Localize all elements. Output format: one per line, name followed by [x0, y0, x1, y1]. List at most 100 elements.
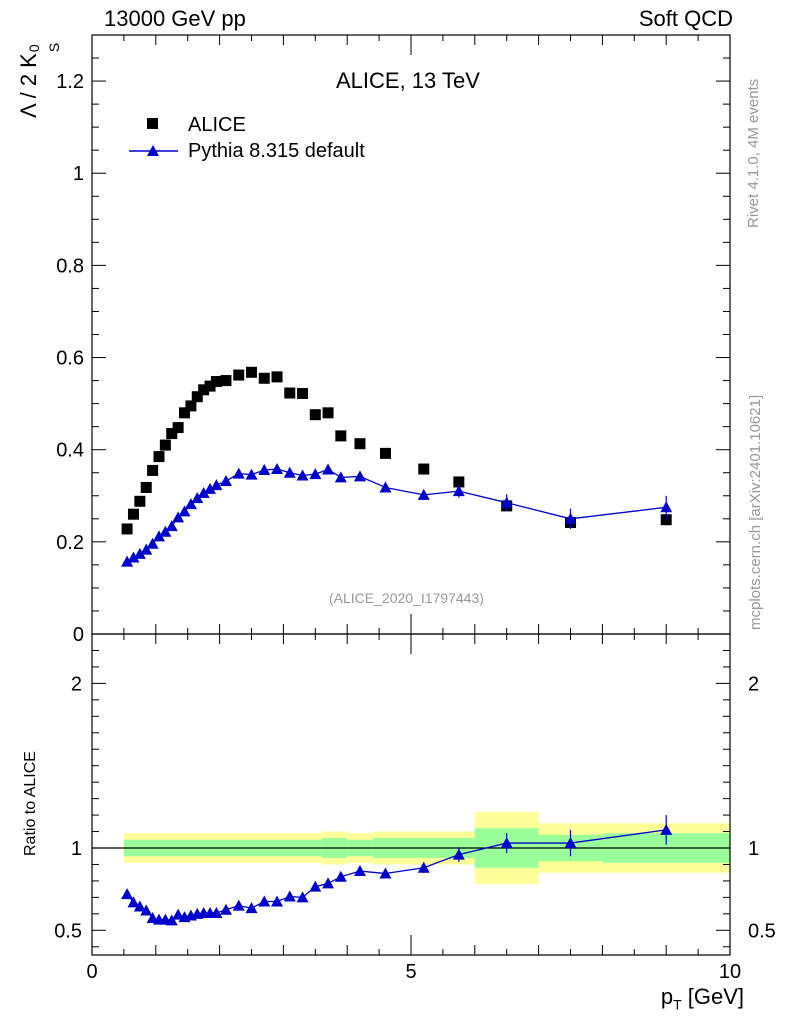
alice-point: [147, 464, 159, 476]
pythia-point: [146, 537, 159, 549]
alice-point: [179, 407, 191, 419]
ratio-point: [271, 895, 284, 907]
main-y-axis-label-sub: S: [46, 42, 62, 53]
alice-point: [159, 439, 171, 451]
main-y-tick-label: 1.2: [56, 71, 84, 93]
alice-point: [335, 430, 347, 442]
main-y-tick-label: 0.4: [56, 440, 84, 462]
pythia-point: [219, 475, 232, 487]
mcplots-label: mcplots.cern.ch [arXiv:2401.10621]: [747, 394, 764, 630]
ratio-x-tick-label: 0: [86, 961, 97, 983]
pythia-point: [417, 488, 430, 500]
x-axis-label: pT [GeV]: [661, 984, 744, 1012]
alice-point: [166, 428, 178, 440]
legend-marker-alice: [147, 118, 158, 129]
alice-point: [297, 387, 309, 399]
pythia-point: [296, 469, 309, 481]
ratio-point: [564, 837, 577, 849]
ratio-point: [500, 837, 513, 849]
pythia-point: [172, 511, 185, 523]
x-axis-label-unit: [GeV]: [681, 984, 744, 1009]
ratio-y-tick-label-right: 1: [748, 838, 759, 860]
chart-title: ALICE, 13 TeV: [336, 68, 480, 93]
alice-point: [246, 366, 257, 378]
alice-point: [233, 369, 245, 381]
ratio-point: [283, 890, 296, 902]
ratio-point: [165, 914, 178, 926]
pythia-point: [258, 463, 271, 475]
alice-point: [453, 476, 465, 488]
ratio-point: [133, 900, 146, 912]
ratio-point: [660, 823, 673, 835]
alice-point: [220, 375, 232, 387]
pythia-point: [500, 496, 513, 508]
ratio-point: [309, 880, 322, 892]
header-right: Soft QCD: [638, 6, 733, 31]
pythia-point: [133, 547, 146, 559]
main-panel-data: [121, 366, 673, 567]
legend-label-pythia: Pythia 8.315 default: [188, 140, 365, 162]
ratio-point: [140, 904, 153, 916]
ratio-y-tick-label-right: 0.5: [748, 920, 776, 942]
alice-point: [204, 380, 216, 392]
alice-point: [309, 409, 321, 421]
pythia-point: [197, 487, 210, 499]
main-y-tick-label: 0.2: [56, 532, 84, 554]
alice-point: [121, 523, 133, 535]
pythia-point: [178, 505, 191, 517]
ratio-point: [379, 867, 392, 879]
main-y-tick-label: 0.6: [56, 348, 84, 370]
pythia-point: [283, 466, 296, 478]
ratio-point: [172, 908, 185, 920]
pythia-point: [322, 463, 335, 475]
pythia-point: [204, 482, 217, 494]
ratio-y-tick-label-left: 0.5: [54, 920, 82, 942]
pythia-point: [121, 555, 134, 567]
ratio-y-tick-label-left: 1: [71, 838, 82, 860]
alice-point: [134, 495, 146, 507]
pythia-point: [309, 468, 322, 480]
x-axis-label-p: p: [660, 984, 674, 1009]
pythia-line: [126, 468, 667, 563]
ratio-point: [417, 861, 430, 873]
ratio-x-tick-label: 5: [405, 961, 416, 983]
main-y-tick-label: 1: [73, 163, 84, 185]
pythia-point: [660, 501, 673, 513]
ratio-point: [121, 888, 134, 900]
legend: ALICE Pythia 8.315 default: [129, 114, 365, 162]
pythia-point: [452, 485, 465, 497]
pythia-point: [271, 463, 284, 475]
pythia-point: [564, 512, 577, 524]
ratio-panel-data: [121, 815, 673, 926]
ratio-point: [353, 865, 366, 877]
main-y-axis-label-main: Λ / 2 K: [16, 53, 41, 118]
watermark: (ALICE_2020_I1797443): [329, 590, 484, 606]
alice-point: [140, 481, 152, 493]
pythia-point: [210, 479, 223, 491]
ratio-point: [219, 903, 232, 915]
pythia-point: [159, 525, 172, 537]
pythia-point: [353, 470, 366, 482]
legend-marker-pythia: [147, 145, 159, 156]
ratio-y-tick-label-right: 2: [748, 673, 759, 695]
ratio-y-tick-label-left: 2: [71, 673, 82, 695]
legend-label-alice: ALICE: [188, 114, 246, 136]
ratio-point: [334, 870, 347, 882]
ratio-point: [232, 899, 245, 911]
x-axis-label-sub: T: [673, 996, 682, 1013]
ratio-point: [127, 896, 140, 908]
alice-point: [660, 514, 672, 526]
main-y-tick-label: 0.8: [56, 255, 84, 277]
alice-point: [172, 422, 184, 434]
pythia-point: [165, 520, 178, 532]
main-y-tick-label: 0: [73, 624, 84, 646]
pythia-point: [232, 467, 245, 479]
ratio-point: [210, 907, 223, 919]
alice-point: [379, 447, 391, 459]
ratio-point: [296, 891, 309, 903]
main-y-axis-label-sup: 0: [26, 44, 42, 53]
alice-point: [322, 407, 334, 419]
alice-point: [198, 384, 210, 396]
